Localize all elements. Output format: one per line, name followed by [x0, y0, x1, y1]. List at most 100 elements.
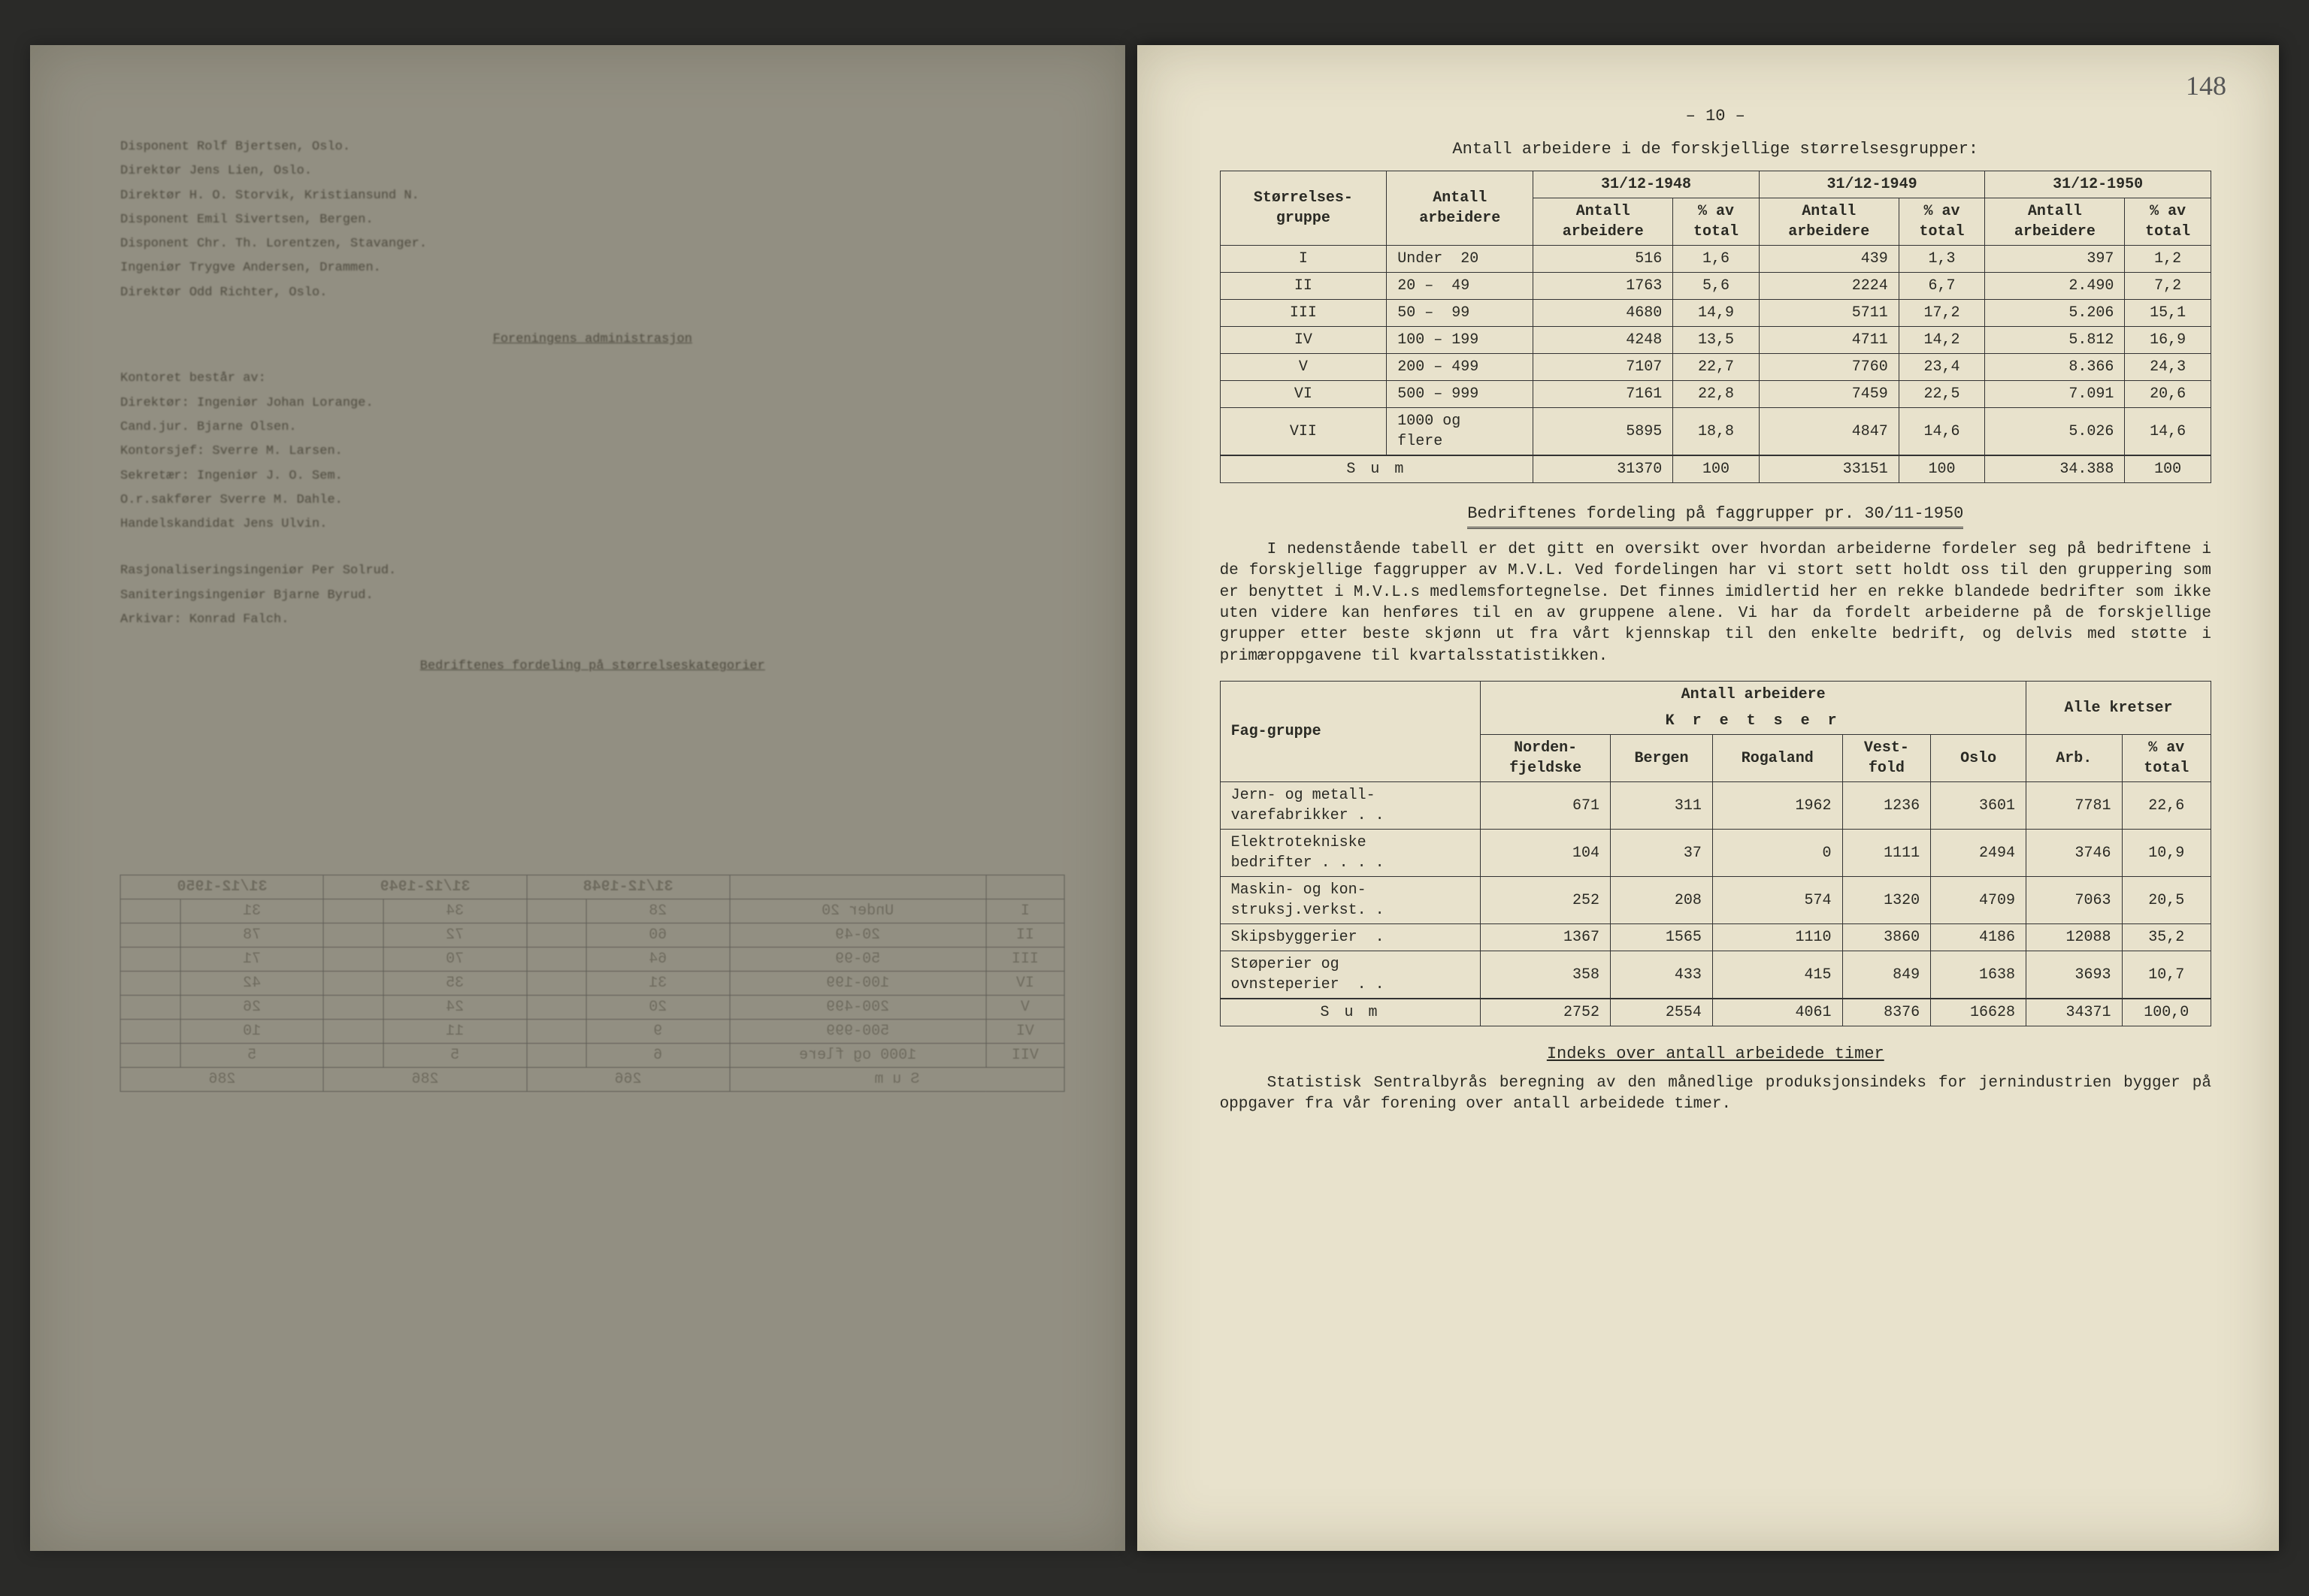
cell-value: 252 [1481, 877, 1611, 924]
table-header-row: Fag-gruppe Antall arbeidere Alle kretser [1220, 682, 2211, 709]
cell-pct: 22,6 [2122, 782, 2211, 830]
cell-value: 311 [1610, 782, 1712, 830]
cell-group: V [1220, 354, 1387, 381]
cell-value: 4186 [1931, 924, 2026, 951]
section-title-2: Bedriftenes fordeling på faggrupper pr. … [1467, 503, 1963, 529]
cell-pct: 7,2 [2125, 273, 2211, 300]
sum-cell: 16628 [1931, 999, 2026, 1026]
cell-value: 7107 [1533, 354, 1673, 381]
table-row: II20 – 4917635,622246,72.4907,2 [1220, 273, 2211, 300]
table-row: VII1000 og flere589518,8484714,65.02614,… [1220, 408, 2211, 456]
cell-pct: 14,6 [2125, 408, 2211, 456]
cell-pct: 17,2 [1899, 300, 1985, 327]
cell-value: 7459 [1759, 381, 1899, 408]
cell-value: 7760 [1759, 354, 1899, 381]
cell-range: 1000 og flere [1387, 408, 1533, 456]
table-row: IV100 – 199424813,5471114,25.81216,9 [1220, 327, 2211, 354]
col-subheader: Antall arbeidere [1533, 198, 1673, 246]
cell-value: 5711 [1759, 300, 1899, 327]
ghost-block-1: Disponent Rolf Bjertsen, Oslo. Direktør … [120, 135, 1065, 305]
cell-arb: 3693 [2026, 951, 2122, 999]
col-subheader: % av total [2125, 198, 2211, 246]
cell-faggruppe: Maskin- og kon- struksj.verkst. . [1220, 877, 1481, 924]
cell-value: 0 [1712, 830, 1842, 877]
ghost-table: 31/12-194831/12-194931/12-1950 IUnder 20… [120, 875, 1065, 1092]
cell-arb: 12088 [2026, 924, 2122, 951]
sum-cell: 2554 [1610, 999, 1712, 1026]
table-row: Skipsbyggerier .136715651110386041861208… [1220, 924, 2211, 951]
cell-group: VII [1220, 408, 1387, 456]
sum-label: S u m [1220, 999, 1481, 1026]
ghost-line: Direktør Odd Richter, Oslo. [120, 281, 1065, 305]
cell-value: 1110 [1712, 924, 1842, 951]
col-header-faggruppe: Fag-gruppe [1220, 682, 1481, 782]
cell-value: 415 [1712, 951, 1842, 999]
cell-value: 5.206 [1985, 300, 2125, 327]
table-row: VI500 – 999716122,8745922,57.09120,6 [1220, 381, 2211, 408]
ghost-line: Disponent Rolf Bjertsen, Oslo. [120, 135, 1065, 159]
cell-value: 1236 [1842, 782, 1931, 830]
cell-faggruppe: Jern- og metall- varefabrikker . . [1220, 782, 1481, 830]
printed-page-number: – 10 – [1220, 105, 2211, 128]
table-row: Støperier og ovnsteperier . .35843341584… [1220, 951, 2211, 999]
col-superheader: Antall arbeidere [1481, 682, 2026, 709]
left-page: Disponent Rolf Bjertsen, Oslo. Direktør … [30, 45, 1125, 1551]
cell-range: 200 – 499 [1387, 354, 1533, 381]
paragraph-1: I nedenstående tabell er det gitt en ove… [1220, 540, 2211, 667]
sum-cell: 33151 [1759, 455, 1899, 483]
cell-value: 1763 [1533, 273, 1673, 300]
sum-cell: 4061 [1712, 999, 1842, 1026]
ghost-section-title: Bedriftenes fordeling på størrelseskateg… [120, 654, 1065, 679]
ghost-line: Saniteringsingeniør Bjarne Byrud. [120, 584, 1065, 608]
table-row: III50 – 99468014,9571117,25.20615,1 [1220, 300, 2211, 327]
ghost-line: Ingeniør Trygve Andersen, Drammen. [120, 256, 1065, 280]
cell-group: II [1220, 273, 1387, 300]
cell-value: 5895 [1533, 408, 1673, 456]
cell-value: 358 [1481, 951, 1611, 999]
table-row: Jern- og metall- varefabrikker . .671311… [1220, 782, 2211, 830]
cell-value: 208 [1610, 877, 1712, 924]
cell-range: Under 20 [1387, 246, 1533, 273]
cell-faggruppe: Elektrotekniske bedrifter . . . . [1220, 830, 1481, 877]
ghost-line: Disponent Chr. Th. Lorentzen, Stavanger. [120, 232, 1065, 256]
table-row: Maskin- og kon- struksj.verkst. .2522085… [1220, 877, 2211, 924]
cell-pct: 22,7 [1673, 354, 1760, 381]
left-page-ghost-content: Disponent Rolf Bjertsen, Oslo. Direktør … [120, 135, 1065, 1092]
ghost-line: Sekretær: Ingeniør J. O. Sem. [120, 464, 1065, 488]
ghost-line: Kontorsjef: Sverre M. Larsen. [120, 440, 1065, 464]
cell-pct: 18,8 [1673, 408, 1760, 456]
cell-pct: 14,9 [1673, 300, 1760, 327]
col-header-year: 31/12-1950 [1985, 171, 2211, 198]
col-subheader: % av total [1673, 198, 1760, 246]
sum-cell: 31370 [1533, 455, 1673, 483]
book-spread: Disponent Rolf Bjertsen, Oslo. Direktør … [0, 0, 2309, 1596]
cell-value: 7161 [1533, 381, 1673, 408]
cell-value: 2494 [1931, 830, 2026, 877]
cell-pct: 14,2 [1899, 327, 1985, 354]
cell-group: III [1220, 300, 1387, 327]
cell-value: 3601 [1931, 782, 2026, 830]
cell-range: 500 – 999 [1387, 381, 1533, 408]
cell-pct: 6,7 [1899, 273, 1985, 300]
ghost-heading: Foreningens administrasjon [120, 328, 1065, 352]
cell-value: 849 [1842, 951, 1931, 999]
cell-value: 4248 [1533, 327, 1673, 354]
ghost-line: Kontoret består av: [120, 367, 1065, 391]
sum-cell: 2752 [1481, 999, 1611, 1026]
cell-value: 37 [1610, 830, 1712, 877]
size-groups-table: Størrelses- gruppe Antall arbeidere 31/1… [1220, 171, 2211, 483]
cell-value: 397 [1985, 246, 2125, 273]
cell-value: 4847 [1759, 408, 1899, 456]
cell-value: 4680 [1533, 300, 1673, 327]
sum-cell: 34371 [2026, 999, 2122, 1026]
cell-pct: 35,2 [2122, 924, 2211, 951]
paragraph-2: Statistisk Sentralbyrås beregning av den… [1220, 1073, 2211, 1116]
cell-value: 1962 [1712, 782, 1842, 830]
col-krets: Vest- fold [1842, 735, 1931, 782]
col-header-workers: Antall arbeidere [1387, 171, 1533, 246]
sum-cell: 100 [1673, 455, 1760, 483]
col-subheader: Antall arbeidere [1759, 198, 1899, 246]
cell-pct: 22,5 [1899, 381, 1985, 408]
cell-pct: 1,2 [2125, 246, 2211, 273]
cell-pct: 5,6 [1673, 273, 1760, 300]
